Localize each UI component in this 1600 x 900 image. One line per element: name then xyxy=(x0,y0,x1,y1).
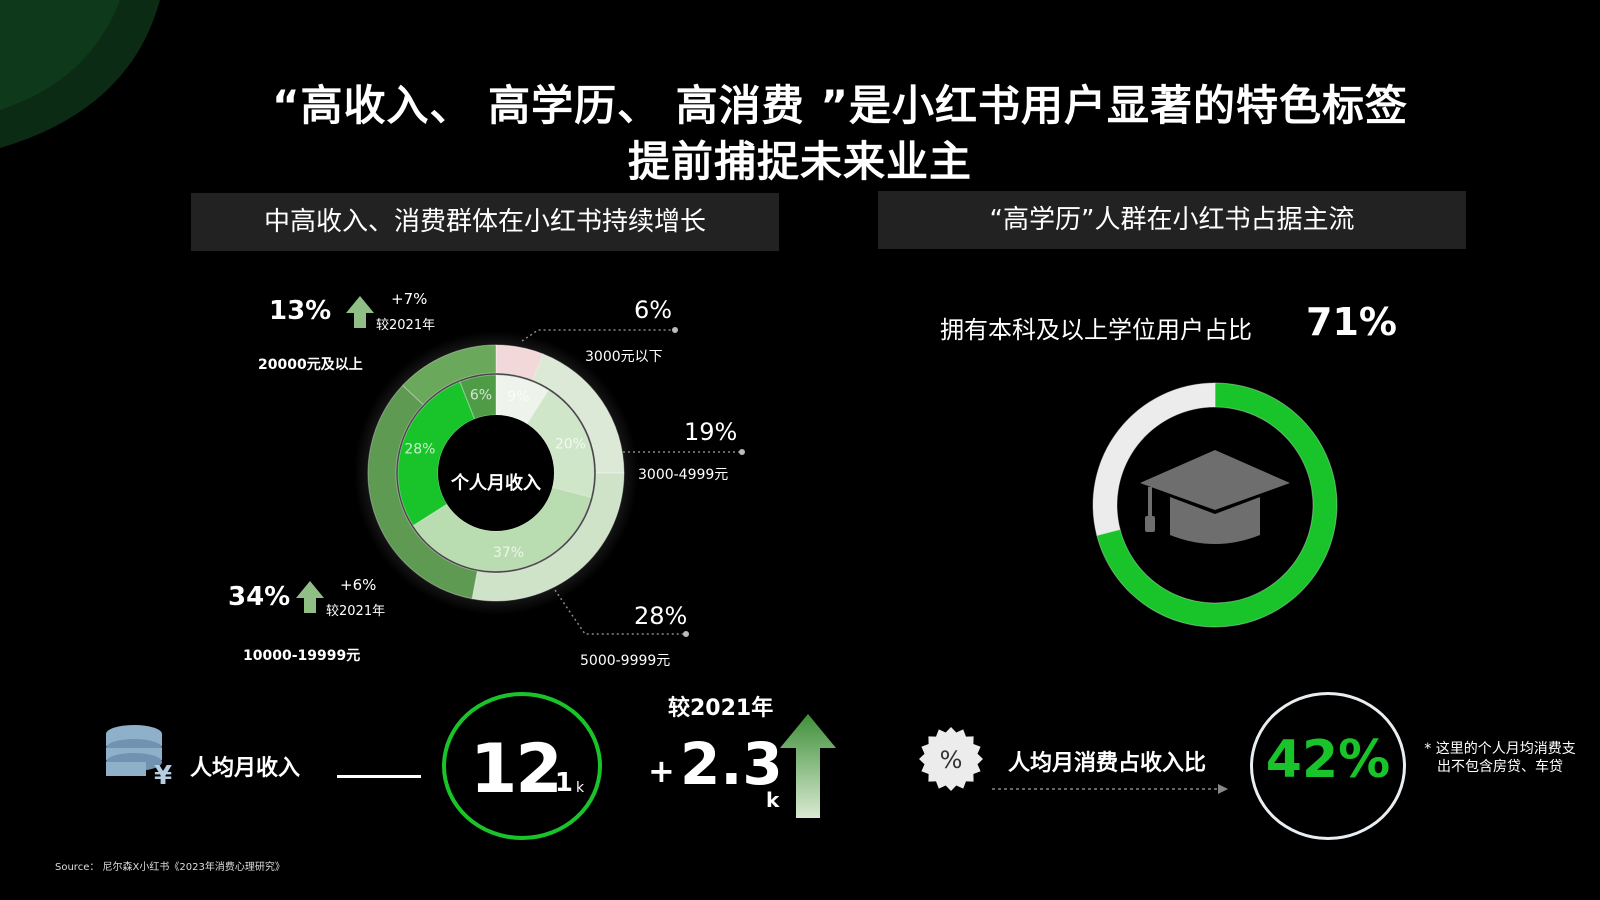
inner-ring-slice-label-1: 20% xyxy=(555,437,586,453)
svg-text:%: % xyxy=(940,746,963,774)
graduation-cap-icon xyxy=(1140,450,1290,544)
spend-ratio-label: 人均月消费占收入比 xyxy=(1008,751,1207,776)
percent-badge-icon: % xyxy=(919,727,983,791)
inner-ring-slice-label-4: 6% xyxy=(470,387,492,403)
income-change-label: 较2021年 xyxy=(668,696,774,721)
spend-connector-arrow xyxy=(992,784,1228,794)
inner-ring-slice-4 xyxy=(459,374,497,420)
page-title: “高收入、 高学历、 高消费 ”是小红书用户显著的特色标签 xyxy=(271,81,1409,130)
low2-label: 3000-4999元 xyxy=(638,467,729,483)
avg-income-decimal: .1 xyxy=(545,768,573,798)
outer-ring-slice-4 xyxy=(401,344,497,406)
avg-income-value: 12 xyxy=(470,730,563,809)
low2-pct: 19% xyxy=(684,418,738,446)
corner-decoration xyxy=(0,0,160,148)
left-panel-header: 中高收入、消费群体在小红书持续增长 xyxy=(191,193,779,251)
income-connector xyxy=(337,775,421,778)
income-change-plus: + xyxy=(648,752,675,790)
low3-label: 5000-9999元 xyxy=(580,653,671,669)
inner-ring-slice-label-2: 37% xyxy=(493,545,524,561)
inner-ring-slice-label-3: 28% xyxy=(404,441,435,457)
income-change-unit: k xyxy=(766,788,780,812)
avg-income-label: 人均月收入 xyxy=(190,756,301,781)
svg-text:¥: ¥ xyxy=(154,761,172,791)
edu-ring-slice-0 xyxy=(1096,382,1338,628)
inner-ring-slice-3 xyxy=(397,381,476,527)
high-income-pct: 13% xyxy=(269,296,332,326)
edu-ring-slice-1 xyxy=(1092,382,1216,536)
spend-ratio-circle xyxy=(1250,692,1406,840)
donut-center-label: 个人月收入 xyxy=(451,473,541,494)
page-subtitle: 提前捕捉未来业主 xyxy=(627,137,972,186)
avg-income-unit: k xyxy=(576,780,585,796)
degree-label: 拥有本科及以上学位用户占比 xyxy=(940,316,1252,344)
inner-ring-slice-label-0: 9% xyxy=(507,389,529,405)
footnote: * 这里的个人月均消费支出不包含房贷、车贷 xyxy=(1424,741,1576,775)
high-income-change: +7% xyxy=(391,290,428,308)
inner-ring-slice-0 xyxy=(495,374,550,425)
outer-ring-slice-1 xyxy=(532,353,625,474)
low3-pct: 28% xyxy=(634,602,688,630)
high-income-compare: 较2021年 xyxy=(376,318,436,333)
low1-label: 3000元以下 xyxy=(585,349,663,365)
mid-income-change: +6% xyxy=(340,576,377,594)
source-citation: Source： 尼尔森X小红书《2023年消费心理研究》 xyxy=(55,862,285,873)
inner-ring-slice-2 xyxy=(412,486,592,572)
high-income-label: 20000元及以上 xyxy=(258,357,363,373)
outer-ring-slice-0 xyxy=(495,344,544,381)
up-arrow-icon xyxy=(780,714,836,818)
spend-ratio-value: 42% xyxy=(1265,730,1391,790)
mid-income-compare: 较2021年 xyxy=(326,604,386,619)
right-panel-header: “高学历”人群在小红书占据主流 xyxy=(878,191,1466,249)
income-change-value: 2.3 xyxy=(680,730,783,798)
income-circle xyxy=(442,692,602,840)
mid-income-label: 10000-19999元 xyxy=(243,648,361,664)
money-stack-icon: ¥ xyxy=(106,725,172,791)
low1-pct: 6% xyxy=(634,296,673,324)
degree-value: 71% xyxy=(1306,300,1397,344)
mid-income-pct: 34% xyxy=(228,582,291,612)
